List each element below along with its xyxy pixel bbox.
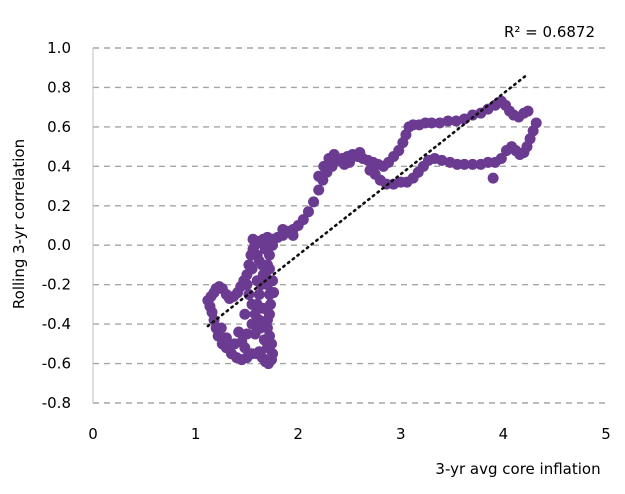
data-point-140 [215,322,227,334]
x-tick-label: 1 [191,425,201,443]
data-point-107 [277,223,289,235]
data-point-54 [442,115,454,127]
data-point-55 [450,115,462,127]
data-points [202,95,542,370]
data-point-167 [239,342,251,354]
data-point-159 [246,263,258,275]
y-tick-label: 0.6 [47,118,71,136]
data-point-170 [268,287,280,299]
data-point-81 [467,158,479,170]
data-point-80 [475,158,487,170]
data-point-99 [328,149,340,160]
data-point-26 [297,214,309,226]
data-point-168 [263,263,275,275]
data-point-105 [344,156,355,168]
data-point-53 [434,117,446,129]
x-tick-label: 5 [601,425,611,443]
y-tick-label: -0.4 [42,315,71,333]
y-tick-label: -0.6 [42,355,71,373]
data-point-147 [253,289,265,301]
trendline-layer [206,74,528,328]
y-tick-label: 0.0 [47,236,71,254]
data-point-172 [253,255,265,267]
data-point-155 [239,308,251,320]
y-tick-label: 0.8 [47,78,71,96]
data-point-67 [522,105,534,117]
data-point-103 [354,147,366,159]
data-point-27 [302,206,314,218]
x-tick-label: 2 [293,425,303,443]
data-point-97 [364,164,376,176]
y-tick-label: -0.2 [42,276,71,294]
data-point-163 [261,342,273,354]
data-point-160 [251,275,263,287]
data-point-165 [233,326,245,338]
data-point-102 [313,170,325,182]
gridlines [93,47,606,404]
data-point-166 [251,348,263,360]
data-point-100 [318,160,330,172]
data-point-106 [287,229,299,241]
data-point-52 [426,117,438,129]
y-tick-label: -0.8 [42,394,71,412]
data-point-29 [313,184,325,196]
data-point-143 [241,328,253,340]
data-point-118 [261,314,273,326]
data-point-139 [204,300,216,312]
x-tick-labels: 0 1 2 3 4 5 [88,425,611,443]
data-point-57 [467,109,479,121]
y-tick-label: 0.2 [47,197,71,215]
r-squared-annotation: R² = 0.6872 [504,23,595,41]
data-point-153 [243,289,255,301]
y-tick-label: 1.0 [47,39,71,57]
y-axis-label: Rolling 3-yr correlation [10,139,28,309]
data-point-111 [263,249,275,261]
data-point-152 [246,298,258,310]
y-tick-labels: 1.0 0.8 0.6 0.4 0.2 0.0 -0.2 -0.4 -0.6 -0.8 [42,39,71,412]
x-axis-label: 3-yr avg core inflation [435,460,600,478]
data-point-161 [254,322,266,334]
x-tick-label: 3 [396,425,406,443]
data-point-28 [308,196,320,208]
y-tick-label: 0.4 [47,157,71,175]
data-point-84 [444,156,456,168]
data-point-154 [241,279,253,291]
trendline [206,74,528,328]
data-point-141 [220,332,232,344]
data-point-76 [500,145,512,157]
data-point-164 [229,338,241,350]
data-point-171 [247,233,259,245]
data-point-110 [256,237,268,249]
data-point-158 [257,302,269,314]
x-tick-label: 4 [499,425,509,443]
data-point-104 [487,172,499,184]
x-tick-label: 0 [88,425,98,443]
